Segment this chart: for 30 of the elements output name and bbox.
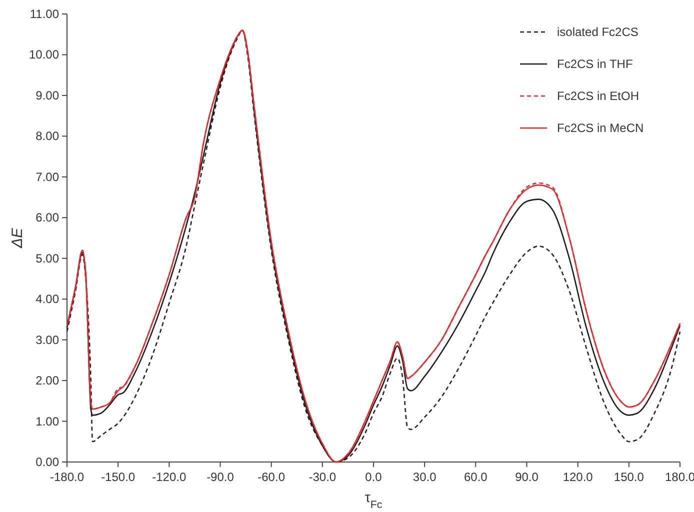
x-tick-label: -60.0 [258, 470, 286, 484]
x-tick-label: 90.0 [515, 470, 539, 484]
y-tick-label: 8.00 [36, 129, 60, 144]
y-axis-title: ΔE [9, 226, 26, 250]
y-tick-label: 0.00 [36, 455, 60, 469]
y-tick-label: 9.00 [36, 88, 60, 102]
legend-label: Fc2CS in MeCN [557, 121, 644, 135]
y-tick-label: 10.00 [28, 48, 60, 62]
y-tick-label: 2.00 [36, 374, 60, 388]
y-tick-label: 4.00 [36, 292, 60, 306]
x-tick-label: 0.0 [365, 470, 382, 484]
x-tick-label: 60.0 [464, 470, 488, 484]
x-tick-label: 150.0 [614, 470, 644, 484]
x-tick-label: -30.0 [308, 470, 336, 484]
y-tick-label: 11.00 [30, 7, 60, 21]
y-tick-label: 5.00 [36, 251, 60, 266]
legend-label: isolated Fc2CS [557, 25, 638, 39]
x-tick-label: 30.0 [412, 470, 437, 484]
y-tick-label: 7.00 [36, 170, 60, 184]
x-tick-label: 120.0 [562, 470, 594, 484]
x-tick-label: -150.0 [101, 470, 136, 484]
x-axis-title: τ$_{Fc}$ [364, 489, 382, 511]
y-tick-label: 6.00 [36, 210, 60, 225]
y-tick-label: 3.00 [36, 332, 60, 347]
x-tick-label: -90.0 [206, 470, 234, 484]
legend-label: Fc2CS in EtOH [557, 89, 640, 103]
x-tick-label: -180.0 [50, 470, 84, 484]
x-tick-label: -120.0 [152, 470, 187, 484]
legend-label: Fc2CS in THF [557, 57, 633, 71]
y-tick-label: 1.00 [36, 414, 60, 428]
